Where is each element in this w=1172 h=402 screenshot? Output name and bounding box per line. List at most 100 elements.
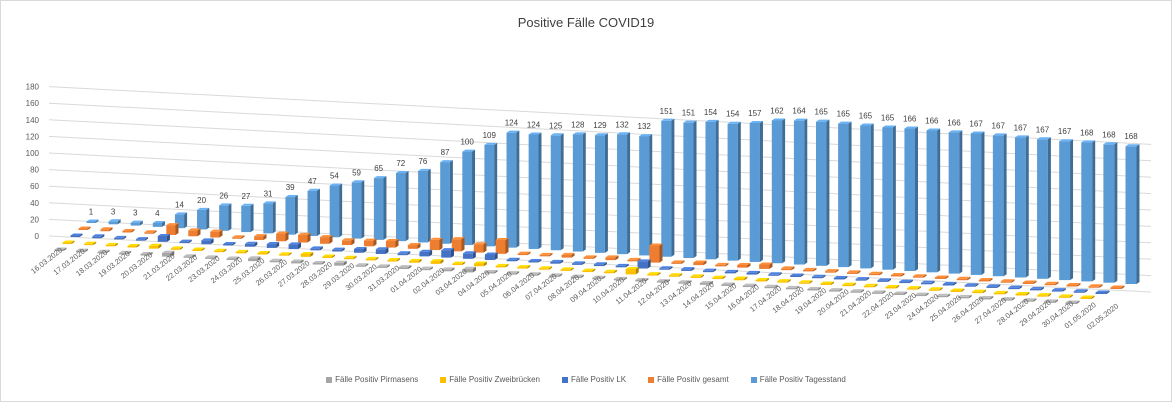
bar-side-0 [925, 292, 929, 297]
bar-top-2 [528, 258, 542, 261]
bar-2 [637, 261, 648, 269]
bar-side-1 [180, 246, 184, 250]
bar-top-3 [517, 251, 531, 254]
bar-side-0 [990, 295, 994, 300]
bar-top-2 [506, 257, 520, 260]
bar-0 [635, 279, 646, 282]
bar-4 [594, 135, 605, 253]
bar-1 [474, 263, 484, 267]
bar-3 [803, 269, 814, 272]
bar-side-1 [266, 251, 270, 255]
bar-side-3 [769, 262, 773, 269]
bar-side-4 [95, 219, 99, 223]
bar-top-4 [86, 219, 99, 222]
bar-1 [257, 253, 267, 255]
bar-3 [210, 231, 220, 238]
bar-top-2 [1008, 285, 1023, 288]
bar-top-3 [341, 238, 355, 241]
bar-2 [266, 244, 277, 248]
bar-top-4 [926, 128, 941, 131]
bar-top-3 [1044, 281, 1059, 284]
bar-top-0 [226, 256, 239, 259]
bar-side-2 [1019, 285, 1023, 290]
bar-top-3 [1110, 285, 1125, 288]
bar-top-2 [354, 246, 367, 249]
bar-top-1 [603, 269, 618, 272]
bar-3 [649, 245, 660, 263]
bar-4 [816, 121, 827, 266]
bar-top-3 [298, 232, 311, 235]
bar-3 [363, 240, 374, 247]
bar-top-0 [807, 286, 821, 289]
data-label: 87 [441, 148, 450, 157]
bar-top-4 [970, 131, 985, 134]
bar-top-3 [1066, 282, 1081, 285]
bar-top-3 [100, 227, 113, 230]
bar-2 [899, 281, 910, 284]
bar-side-2 [79, 233, 83, 237]
bar-top-3 [649, 243, 663, 246]
bar-side-1 [939, 287, 943, 291]
bar-top-0 [656, 279, 670, 282]
bar-0 [527, 274, 538, 276]
bar-1 [690, 276, 701, 278]
bar-4 [550, 135, 561, 251]
bar-4 [661, 120, 672, 257]
bar-1 [430, 261, 441, 264]
bar-1 [1058, 296, 1070, 298]
bar-0 [549, 275, 560, 277]
y-tick-label: 160 [26, 99, 40, 108]
data-label: 27 [241, 192, 250, 201]
bar-0 [248, 258, 258, 262]
bar-1 [885, 286, 897, 289]
legend-label: Fälle Positiv LK [570, 375, 627, 384]
bar-top-4 [1037, 137, 1051, 140]
bar-1 [863, 285, 875, 288]
bar-side-2 [756, 270, 760, 275]
bar-side-0 [1011, 297, 1015, 301]
bar-3 [1066, 284, 1078, 287]
bar-top-2 [1073, 289, 1088, 292]
bar-top-0 [269, 258, 283, 261]
data-label: 151 [660, 107, 674, 116]
bar-side-3 [1099, 284, 1103, 288]
bar-side-3 [571, 252, 575, 258]
bar-1 [755, 279, 766, 282]
bar-top-0 [119, 250, 132, 253]
data-label: 124 [527, 120, 541, 129]
bar-side-1 [1091, 295, 1095, 299]
bar-1 [127, 246, 137, 248]
bar-side-3 [747, 263, 751, 268]
bar-2 [114, 237, 124, 240]
bar-side-2 [1084, 289, 1088, 293]
bar-top-2 [659, 266, 673, 269]
bar-side-0 [257, 256, 261, 262]
bar-side-4 [472, 149, 476, 246]
data-label: 3 [111, 207, 116, 216]
bar-side-2 [101, 234, 105, 239]
bar-side-0 [1054, 299, 1058, 303]
bar-4 [86, 221, 96, 223]
bar-top-3 [1022, 280, 1037, 283]
data-label: 54 [330, 172, 339, 181]
bar-1 [603, 271, 615, 274]
bar-0 [334, 262, 344, 266]
bar-3 [78, 228, 88, 230]
bar-3 [693, 262, 704, 266]
bar-2 [811, 276, 823, 279]
bar-3 [276, 233, 286, 242]
bar-side-4 [892, 125, 896, 270]
bar-4 [749, 122, 760, 262]
bar-top-0 [871, 290, 886, 293]
bar-1 [495, 265, 506, 268]
data-label: 31 [264, 189, 273, 198]
data-label: 109 [483, 131, 497, 140]
bar-side-4 [161, 220, 165, 227]
data-label: 164 [792, 107, 806, 116]
bar-2 [92, 236, 102, 239]
legend-item: Fälle Positiv Zweibrücken [440, 375, 540, 384]
bar-top-4 [307, 188, 320, 191]
bar-side-0 [235, 256, 239, 261]
bar-top-2 [157, 233, 170, 236]
